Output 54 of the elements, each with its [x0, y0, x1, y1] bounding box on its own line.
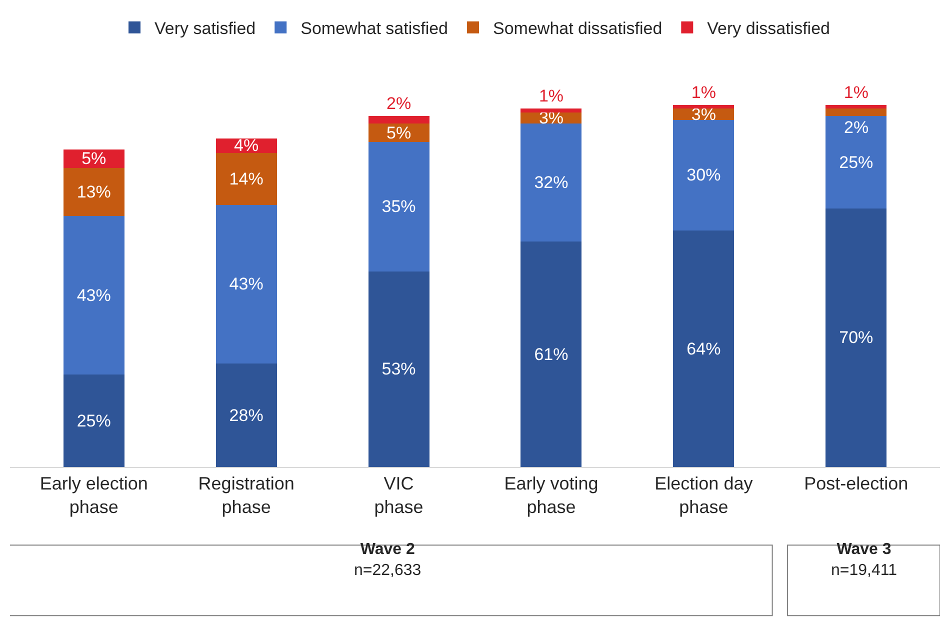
x-tick-label: Election day phase	[654, 474, 753, 517]
x-tick-label: Early voting phase	[504, 474, 598, 517]
bar	[216, 364, 277, 467]
bar	[673, 105, 734, 109]
text: Wave 2 n=22,633	[354, 541, 422, 579]
data-label: 2%	[844, 118, 869, 137]
data-label: 5%	[82, 149, 106, 168]
data-label: 2%	[386, 94, 412, 114]
bar	[63, 374, 124, 467]
data-label: 43%	[229, 274, 264, 294]
bar	[368, 271, 430, 467]
data-label: 13%	[76, 182, 111, 202]
bar	[368, 142, 430, 272]
bar	[216, 204, 277, 364]
bar	[520, 242, 582, 467]
data-label: 1%	[538, 86, 564, 106]
data-label: 28%	[229, 406, 264, 425]
data-label: 53%	[382, 360, 416, 379]
legend-label: Very dissatisfied	[707, 18, 830, 38]
bar	[63, 216, 124, 375]
data-label: 43%	[76, 286, 111, 305]
data-label: 14%	[229, 169, 264, 188]
legend-label: Very satisfied	[154, 18, 256, 38]
data-label: 25%	[839, 152, 874, 172]
bar	[63, 168, 124, 216]
x-tick-label: Registration phase	[198, 474, 294, 517]
data-label: 32%	[534, 173, 568, 192]
data-label: 61%	[534, 344, 568, 364]
bar	[673, 230, 734, 467]
data-label: 70%	[839, 328, 874, 348]
data-label: 3%	[691, 104, 716, 124]
bar	[216, 153, 277, 205]
data-label: 64%	[686, 339, 721, 358]
bar	[826, 108, 887, 116]
data-label: 35%	[382, 197, 416, 216]
bar	[368, 116, 430, 124]
x-tick-label: Early election phase	[40, 474, 148, 517]
data-label: 5%	[386, 123, 412, 142]
data-label: 30%	[686, 166, 721, 185]
x-tick-label: Post-election	[804, 474, 908, 494]
legend-label: Somewhat satisfied	[300, 18, 448, 38]
bar	[520, 108, 582, 112]
bar	[826, 105, 887, 109]
bar	[826, 116, 887, 208]
bar	[673, 120, 734, 231]
legend-label: Somewhat dissatisfied	[493, 18, 662, 38]
data-label: 1%	[844, 83, 868, 102]
data-label: 25%	[76, 411, 111, 430]
data-label: 1%	[691, 83, 716, 102]
x-tick-label: VIC phase	[374, 474, 424, 517]
bar	[826, 208, 887, 467]
data-label: 4%	[234, 136, 259, 156]
bar	[520, 124, 582, 242]
text: Wave 3 n=19,411	[831, 541, 898, 579]
